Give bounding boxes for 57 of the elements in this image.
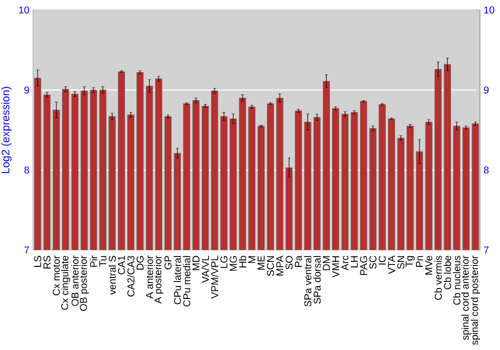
- x-tick-label: SO: [286, 256, 293, 270]
- x-tick-label: MG: [230, 256, 237, 271]
- y2-tick-label: 7: [484, 246, 489, 254]
- y-tick-label: 10: [19, 6, 30, 14]
- x-tick-label: VMH: [332, 256, 340, 278]
- x-tick-label: Cx cingulate: [60, 256, 70, 310]
- x-tick-label: VPM/VPL: [210, 256, 218, 299]
- y-tick-label: 8: [24, 166, 30, 174]
- y-axis-title: Log2 (expression): [1, 86, 12, 173]
- y2-tick-label: 10: [484, 6, 494, 14]
- x-tick-label: Tu: [99, 256, 106, 266]
- x-tick-label: ventral S: [108, 256, 116, 295]
- x-tick-label: spinal cord posterior: [470, 256, 480, 345]
- x-tick-label: DG: [136, 256, 144, 270]
- x-tick-label: SPa dorsal: [313, 256, 321, 304]
- y2-tick-label: 9: [484, 86, 489, 94]
- y-tick-label: 7: [24, 246, 29, 254]
- x-tick-label: CA1: [118, 256, 125, 274]
- x-tick-label: LH: [350, 256, 358, 268]
- x-tick-label: CPu lateral: [174, 256, 181, 304]
- x-tick-label: IC: [378, 256, 386, 264]
- x-tick-label: ME: [258, 256, 265, 270]
- x-tick-label: RS: [43, 256, 50, 268]
- x-tick-label: spinal cord anterior: [461, 256, 471, 340]
- x-tick-label: CPu medial: [183, 256, 190, 306]
- x-tick-label: Cb lobe: [444, 256, 452, 290]
- x-tick-label: Pir: [90, 256, 98, 267]
- x-tick-label: SN: [397, 256, 404, 269]
- x-tick-label: A anterior: [146, 256, 154, 299]
- x-tick-label: Cx motor: [52, 256, 60, 296]
- x-tick-label: OB posterior: [80, 256, 89, 311]
- x-tick-label: A posterior: [154, 256, 164, 304]
- x-tick-label: Cb vermis: [434, 256, 442, 300]
- x-tick-label: M: [248, 256, 256, 263]
- x-tick-label: Pn: [416, 256, 423, 267]
- y2-tick-label: 8: [484, 166, 489, 174]
- x-tick-label: SPa ventral: [304, 256, 312, 306]
- x-tick-label: Hb: [238, 256, 246, 268]
- x-tick-label: GP: [164, 256, 172, 270]
- x-tick-label: OB anterior: [71, 256, 79, 306]
- x-tick-label: SC: [369, 256, 376, 269]
- x-tick-label: DM: [322, 256, 330, 270]
- x-tick-label: Arc: [341, 256, 348, 270]
- x-tick-label: SCN: [266, 256, 274, 276]
- y-tick-label: 9: [24, 86, 30, 94]
- x-tick-label: MD: [192, 256, 200, 270]
- x-tick-label: Tg: [406, 256, 415, 267]
- x-tick-label: LS: [34, 256, 42, 267]
- x-tick-label: CA2/CA3: [127, 256, 134, 296]
- x-tick-label: Pa: [294, 255, 302, 267]
- x-tick-label: Cb nucleus: [453, 256, 460, 305]
- x-tick-label: VA/VL: [202, 256, 209, 283]
- x-tick-label: MPA: [276, 255, 284, 276]
- x-tick-label: VTA: [388, 255, 395, 274]
- x-tick-label: LG: [220, 256, 228, 268]
- x-tick-label: MVe: [425, 256, 432, 275]
- x-tick-label: PAG: [360, 256, 368, 275]
